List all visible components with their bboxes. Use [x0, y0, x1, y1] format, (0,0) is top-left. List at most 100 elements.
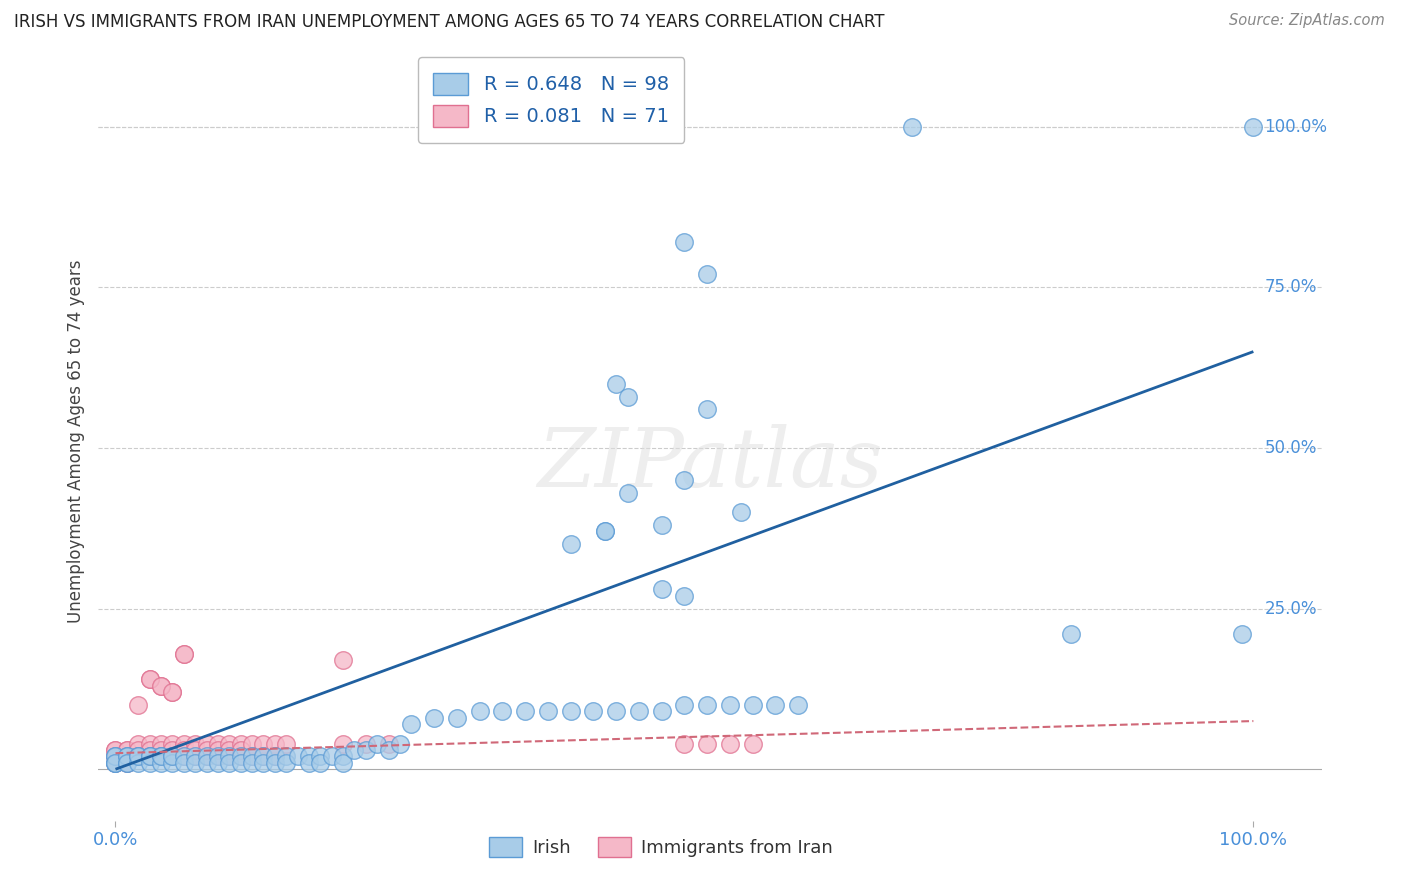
Point: [560, 705, 582, 719]
Point: [207, 743, 229, 757]
Point: [616, 486, 638, 500]
Point: [173, 749, 195, 764]
Point: [388, 737, 411, 751]
Point: [173, 749, 195, 764]
Point: [150, 749, 173, 764]
Point: [332, 737, 354, 751]
Text: IRISH VS IMMIGRANTS FROM IRAN UNEMPLOYMENT AMONG AGES 65 TO 74 YEARS CORRELATION: IRISH VS IMMIGRANTS FROM IRAN UNEMPLOYME…: [14, 13, 884, 31]
Point: [229, 756, 252, 770]
Point: [696, 698, 718, 712]
Point: [138, 737, 160, 751]
Point: [252, 749, 274, 764]
Point: [696, 268, 718, 282]
Text: 25.0%: 25.0%: [1264, 599, 1317, 617]
Point: [263, 749, 285, 764]
Point: [354, 737, 377, 751]
Point: [252, 737, 274, 751]
Point: [651, 518, 673, 533]
Point: [162, 685, 184, 699]
Point: [263, 749, 285, 764]
Point: [332, 653, 354, 667]
Point: [115, 756, 138, 770]
Point: [104, 749, 127, 764]
Point: [104, 756, 127, 770]
Point: [173, 756, 195, 770]
Point: [173, 647, 195, 661]
Point: [184, 749, 207, 764]
Point: [115, 749, 138, 764]
Point: [150, 749, 173, 764]
Point: [173, 737, 195, 751]
Point: [162, 743, 184, 757]
Point: [446, 711, 468, 725]
Point: [332, 756, 354, 770]
Point: [138, 756, 160, 770]
Point: [115, 756, 138, 770]
Point: [195, 749, 218, 764]
Point: [218, 749, 240, 764]
Point: [401, 717, 423, 731]
Point: [150, 749, 173, 764]
Point: [138, 673, 160, 687]
Point: [252, 756, 274, 770]
Point: [240, 737, 263, 751]
Point: [560, 537, 582, 551]
Point: [184, 737, 207, 751]
Point: [138, 749, 160, 764]
Point: [309, 756, 332, 770]
Point: [229, 749, 252, 764]
Point: [673, 698, 696, 712]
Point: [651, 705, 673, 719]
Point: [138, 673, 160, 687]
Text: Source: ZipAtlas.com: Source: ZipAtlas.com: [1229, 13, 1385, 29]
Point: [673, 737, 696, 751]
Y-axis label: Unemployment Among Ages 65 to 74 years: Unemployment Among Ages 65 to 74 years: [66, 260, 84, 624]
Point: [423, 711, 446, 725]
Point: [718, 737, 741, 751]
Point: [229, 749, 252, 764]
Point: [673, 235, 696, 250]
Point: [127, 749, 149, 764]
Point: [127, 749, 149, 764]
Point: [104, 756, 127, 770]
Point: [115, 756, 138, 770]
Point: [127, 737, 149, 751]
Point: [207, 737, 229, 751]
Point: [673, 473, 696, 487]
Point: [276, 756, 298, 770]
Point: [901, 120, 924, 134]
Point: [115, 743, 138, 757]
Point: [138, 749, 160, 764]
Point: [287, 749, 309, 764]
Point: [162, 737, 184, 751]
Point: [276, 737, 298, 751]
Point: [263, 756, 285, 770]
Point: [104, 756, 127, 770]
Point: [218, 749, 240, 764]
Point: [162, 749, 184, 764]
Point: [104, 749, 127, 764]
Point: [104, 743, 127, 757]
Point: [150, 749, 173, 764]
Point: [184, 756, 207, 770]
Point: [138, 749, 160, 764]
Point: [195, 749, 218, 764]
Point: [162, 756, 184, 770]
Point: [127, 749, 149, 764]
Point: [150, 679, 173, 693]
Point: [730, 505, 752, 519]
Point: [513, 705, 536, 719]
Point: [696, 402, 718, 417]
Point: [150, 737, 173, 751]
Point: [627, 705, 650, 719]
Point: [115, 749, 138, 764]
Point: [1230, 627, 1253, 641]
Point: [240, 756, 263, 770]
Point: [207, 749, 229, 764]
Point: [651, 582, 673, 597]
Point: [298, 749, 321, 764]
Point: [127, 749, 149, 764]
Point: [162, 685, 184, 699]
Point: [332, 749, 354, 764]
Point: [184, 749, 207, 764]
